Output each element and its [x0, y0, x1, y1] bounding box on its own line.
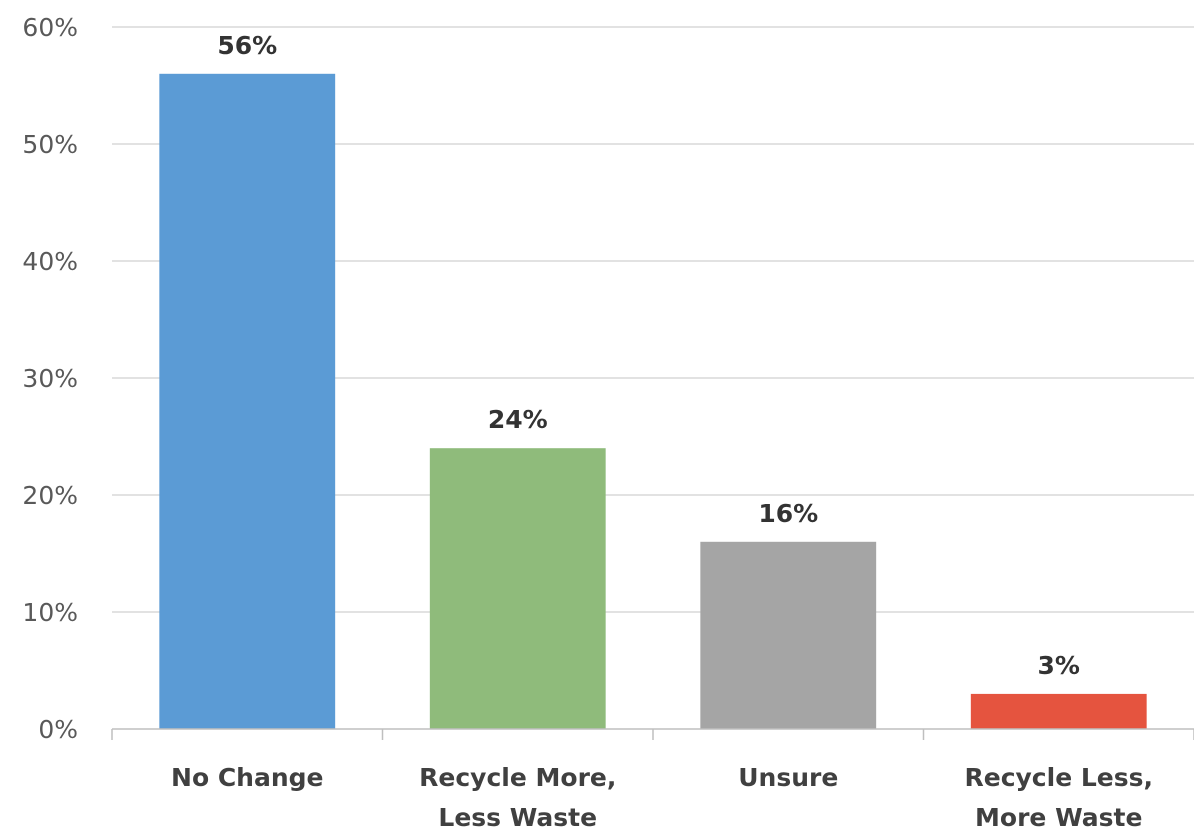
data-labels: 56% 24% 16% 3% [217, 31, 1080, 680]
x-category-label: No Change [171, 763, 323, 792]
y-axis-tick-labels: 0% 10% 20% 30% 40% 50% 60% [22, 13, 78, 744]
data-label: 3% [1038, 651, 1080, 680]
bar-1 [429, 448, 606, 729]
bar-2 [700, 541, 877, 729]
y-tick-label: 30% [22, 364, 78, 393]
y-tick-label: 0% [38, 715, 78, 744]
y-tick-label: 50% [22, 130, 78, 159]
data-label: 16% [758, 499, 818, 528]
y-tick-label: 10% [22, 598, 78, 627]
data-label: 24% [488, 405, 548, 434]
x-category-label: Recycle Less, [964, 763, 1153, 792]
y-tick-label: 60% [22, 13, 78, 42]
x-category-label: Less Waste [438, 803, 597, 832]
x-category-label: Recycle More, [419, 763, 616, 792]
x-axis [111, 728, 1194, 740]
x-axis-category-labels: No Change Recycle More, Less Waste Unsure Re… [171, 763, 1153, 832]
y-tick-label: 40% [22, 247, 78, 276]
x-category-label: More Waste [975, 803, 1142, 832]
x-category-label: Unsure [738, 763, 838, 792]
y-tick-label: 20% [22, 481, 78, 510]
data-label: 56% [217, 31, 277, 60]
bars [159, 73, 1147, 730]
bar-0 [159, 73, 336, 730]
bar-3 [970, 693, 1147, 729]
